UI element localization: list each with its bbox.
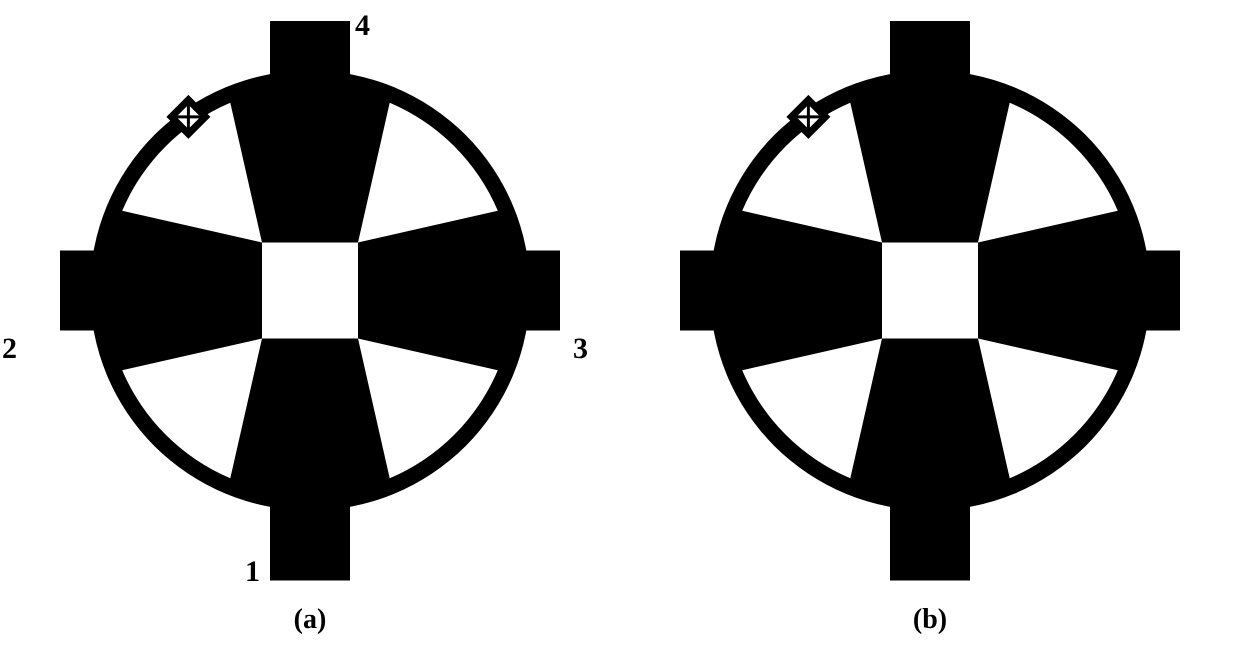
port-label-3: 3 — [573, 332, 588, 366]
port-label-2: 2 — [2, 332, 17, 366]
panel-a: 4321 (a) — [60, 21, 560, 636]
diagram-a: 4321 — [60, 21, 560, 596]
caption-b: (b) — [913, 604, 947, 636]
panel-b: (b) — [680, 21, 1180, 636]
caption-a: (a) — [294, 604, 327, 636]
diagram-b — [680, 21, 1180, 596]
